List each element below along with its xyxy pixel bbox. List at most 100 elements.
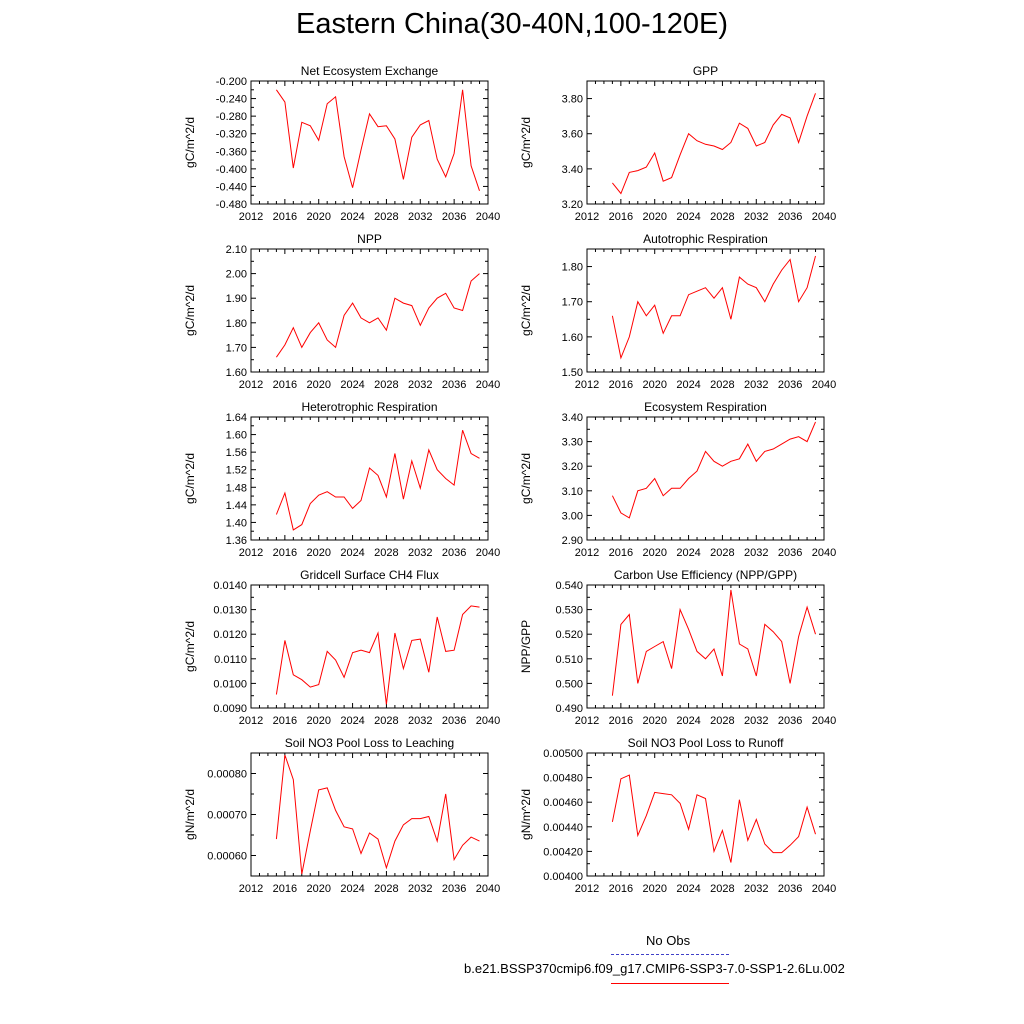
x-tick-label: 2012 xyxy=(239,715,263,727)
y-tick-label: 0.00460 xyxy=(543,797,583,809)
panel-title: NPP xyxy=(357,232,382,246)
x-tick-label: 2036 xyxy=(442,379,466,391)
y-tick-label: 0.490 xyxy=(555,703,583,715)
x-tick-label: 2036 xyxy=(778,211,802,223)
y-tick-label: -0.280 xyxy=(216,111,247,123)
panel-title: Soil NO3 Pool Loss to Runoff xyxy=(628,736,785,750)
x-tick-label: 2032 xyxy=(744,211,768,223)
x-tick-label: 2036 xyxy=(778,379,802,391)
chart-panel-4: Heterotrophic Respiration gC/m^2/d 2012 201… xyxy=(183,400,500,559)
x-tick-label: 2036 xyxy=(778,547,802,559)
plot-frame xyxy=(250,80,489,205)
plot-frame xyxy=(250,416,489,541)
x-tick-label: 2016 xyxy=(273,547,297,559)
x-tick-label: 2012 xyxy=(239,883,263,895)
series-line xyxy=(612,93,816,195)
y-tick-label: 0.0140 xyxy=(213,580,247,592)
x-tick-label: 2040 xyxy=(476,715,500,727)
x-tick-label: 2040 xyxy=(476,883,500,895)
y-tick-label: 0.510 xyxy=(555,654,583,666)
y-tick-label: 0.0100 xyxy=(213,678,247,690)
x-tick-label: 2024 xyxy=(340,211,364,223)
x-tick-label: 2036 xyxy=(442,211,466,223)
panel-title: Heterotrophic Respiration xyxy=(301,400,437,414)
plot-frame xyxy=(250,752,489,877)
y-tick-label: 0.00440 xyxy=(543,822,583,834)
plot-frame xyxy=(250,248,489,373)
y-tick-label: 1.80 xyxy=(562,262,583,274)
x-tick-label: 2024 xyxy=(676,211,700,223)
y-tick-label: 0.00070 xyxy=(207,810,247,822)
x-tick-label: 2020 xyxy=(642,883,666,895)
chart-panel-1: GPP gC/m^2/d 2012 2016 2020 2024 2028 2032 2036 2… xyxy=(519,64,836,223)
y-tick-label: 0.540 xyxy=(555,580,583,592)
x-tick-label: 2040 xyxy=(476,547,500,559)
y-tick-label: -0.480 xyxy=(216,199,247,211)
x-tick-label: 2020 xyxy=(306,715,330,727)
x-tick-label: 2016 xyxy=(273,379,297,391)
x-tick-label: 2020 xyxy=(642,715,666,727)
x-tick-label: 2028 xyxy=(374,547,398,559)
x-tick-label: 2028 xyxy=(710,715,734,727)
y-tick-label: -0.440 xyxy=(216,181,247,193)
y-tick-label: 1.80 xyxy=(226,318,247,330)
y-tick-label: -0.400 xyxy=(216,164,247,176)
y-axis-label: gC/m^2/d xyxy=(183,621,197,672)
x-tick-label: 2032 xyxy=(408,379,432,391)
x-tick-label: 2016 xyxy=(273,883,297,895)
y-tick-label: 0.0120 xyxy=(213,629,247,641)
panel-title: Gridcell Surface CH4 Flux xyxy=(300,568,439,582)
y-tick-label: 3.10 xyxy=(562,486,583,498)
y-tick-label: 0.00480 xyxy=(543,773,583,785)
series-line xyxy=(275,273,480,358)
y-tick-label: 3.20 xyxy=(562,199,583,211)
x-tick-label: 2016 xyxy=(609,379,633,391)
y-tick-label: 1.44 xyxy=(226,500,247,512)
y-tick-label: 0.00060 xyxy=(207,851,247,863)
series-line xyxy=(611,589,816,696)
x-tick-label: 2028 xyxy=(374,211,398,223)
x-tick-label: 2040 xyxy=(812,547,836,559)
panel-title: Net Ecosystem Exchange xyxy=(301,64,439,78)
y-tick-label: 1.70 xyxy=(226,342,247,354)
x-tick-label: 2032 xyxy=(408,883,432,895)
y-tick-label: 1.70 xyxy=(562,297,583,309)
x-tick-label: 2016 xyxy=(273,211,297,223)
panel-title: Soil NO3 Pool Loss to Leaching xyxy=(285,736,454,750)
y-tick-label: 0.500 xyxy=(555,678,583,690)
y-tick-label: 0.00500 xyxy=(543,748,583,760)
y-tick-label: 1.60 xyxy=(226,430,247,442)
series-line xyxy=(275,754,480,875)
x-tick-label: 2032 xyxy=(408,547,432,559)
panel-title: Ecosystem Respiration xyxy=(644,400,767,414)
x-tick-label: 2028 xyxy=(374,379,398,391)
x-tick-label: 2024 xyxy=(676,715,700,727)
panel-title: Autotrophic Respiration xyxy=(643,232,768,246)
x-tick-label: 2012 xyxy=(575,547,599,559)
x-tick-label: 2020 xyxy=(306,379,330,391)
chart-panel-8: Soil NO3 Pool Loss to Leaching gN/m^2/d 20… xyxy=(183,736,500,895)
chart-panel-6: Gridcell Surface CH4 Flux gC/m^2/d 2012 201… xyxy=(183,568,500,727)
y-tick-label: 2.10 xyxy=(226,244,247,256)
y-axis-label: NPP/GPP xyxy=(519,620,533,673)
x-tick-label: 2024 xyxy=(676,379,700,391)
x-tick-label: 2016 xyxy=(609,715,633,727)
x-tick-label: 2032 xyxy=(744,715,768,727)
panel-title: GPP xyxy=(693,64,718,78)
x-tick-label: 2032 xyxy=(408,715,432,727)
page-title: Eastern China(30-40N,100-120E) xyxy=(295,8,729,40)
series-line xyxy=(275,605,480,705)
x-tick-label: 2016 xyxy=(609,883,633,895)
x-tick-label: 2028 xyxy=(710,379,734,391)
y-tick-label: 2.00 xyxy=(226,269,247,281)
x-tick-label: 2040 xyxy=(812,379,836,391)
y-tick-label: 0.0110 xyxy=(214,654,247,666)
x-tick-label: 2012 xyxy=(575,379,599,391)
chart-panel-7: Carbon Use Efficiency (NPP/GPP) NPP/GPP 20… xyxy=(519,568,836,727)
plot-frame xyxy=(586,752,825,877)
y-axis-label: gC/m^2/d xyxy=(183,285,197,336)
y-tick-label: 0.0130 xyxy=(213,605,247,617)
y-tick-label: 3.30 xyxy=(562,437,583,449)
y-axis-label: gC/m^2/d xyxy=(183,453,197,504)
